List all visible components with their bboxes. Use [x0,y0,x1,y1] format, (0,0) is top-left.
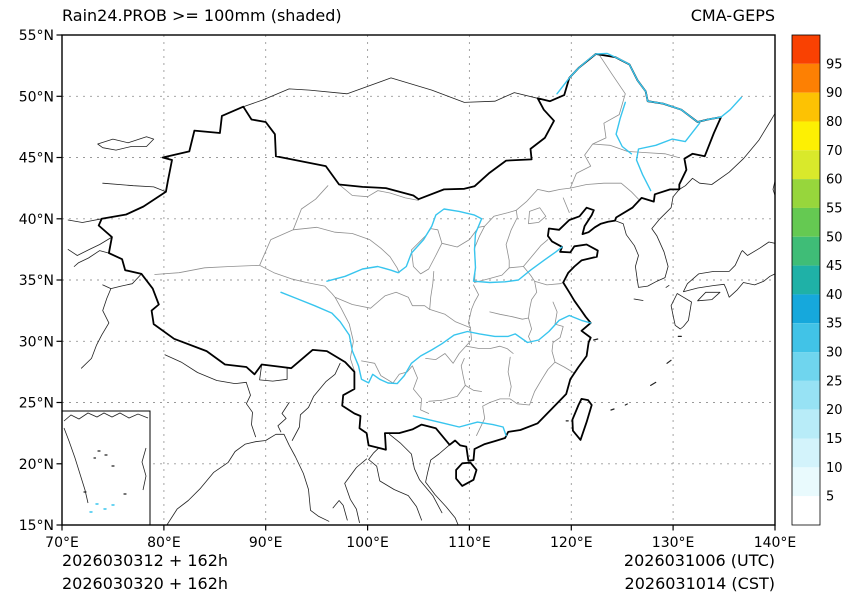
songhua-river-path [615,101,701,192]
footer: 2026030312 + 162h 2026030320 + 162h 2026… [62,551,775,593]
colorbar-label: 40 [826,288,843,303]
colorbar-segment [792,265,820,295]
map-layers [62,52,775,525]
colorbar-segment [792,294,820,324]
colorbar-label: 10 [826,461,843,476]
colorbar-label: 5 [826,490,834,505]
national-border [97,53,722,487]
colorbar-label: 70 [826,144,843,159]
y-tick-label: 35°N [19,273,54,289]
colorbar-label: 25 [826,374,843,389]
yellow-river-path [326,208,563,284]
colorbar-label: 55 [826,201,843,216]
colorbar-segment [792,35,820,64]
colorbar-segment [792,92,820,122]
y-tick-label: 20°N [19,457,54,473]
y-tick-label: 30°N [19,334,54,350]
colorbar-label: 80 [826,115,843,130]
scs-inset-frame [62,410,151,525]
colorbar-label: 20 [826,403,843,418]
china-national-border-path [97,53,722,462]
taiwan-island-path [571,398,593,441]
province-borders-northeast-path [569,55,679,200]
korea-coast-path [614,189,680,288]
x-tick-label: 90°E [249,535,283,551]
colorbar-label: 90 [826,86,843,101]
y-tick-label: 45°N [19,151,54,167]
x-tick-label: 120°E [550,535,593,551]
axis-ticks [56,34,776,531]
pearl-river-path [412,415,507,437]
hainan-island-path [455,461,478,487]
init-time-utc: 2026030312 + 162h [62,551,228,570]
small-islands-path [565,335,682,422]
colorbar-label: 30 [826,346,843,361]
colorbar-segment [792,380,820,410]
colorbar-frame [791,34,821,526]
x-tick-label: 130°E [652,535,695,551]
colorbar-segment [792,150,820,180]
y-tick-label: 55°N [19,28,54,44]
colorbar-labels: 95 90 80 70 60 55 50 45 40 35 30 25 20 1… [826,57,843,504]
x-tick-label: 80°E [147,535,181,551]
colorbar-segment [792,438,820,468]
colorbar-label: 15 [826,432,843,447]
colorbar-label: 95 [826,57,843,72]
y-tick-labels: 55°N 50°N 45°N 40°N 35°N 30°N 25°N 20°N … [19,28,54,534]
colorbar-label: 60 [826,173,843,188]
grid-lines [62,35,775,525]
central-asia-borders-path [67,136,167,369]
colorbar-segment [792,323,820,353]
colorbar-label: 35 [826,317,843,332]
y-tick-label: 15°N [19,518,54,534]
colorbar-segment [792,63,820,93]
plot-title: Rain24.PROB >= 100mm (shaded) [62,6,342,25]
colorbar-segment [792,409,820,439]
province-borders-west-path [154,184,431,372]
y-tick-label: 25°N [19,396,54,412]
valid-time-cst: 2026031014 (CST) [625,574,775,593]
colorbar-label: 50 [826,230,843,245]
indochina-borders-path [344,433,459,525]
colorbar-segment [792,207,820,237]
mongolia-russia-border-path [242,77,539,108]
colorbar-segment [792,179,820,208]
russia-coast-path [678,113,775,190]
colorbar-segment [792,467,820,497]
init-time-cst: 2026030320 + 162h [62,574,228,593]
japan-coast-path [633,180,775,330]
valid-time-utc: 2026031006 (UTC) [624,551,775,570]
colorbar-segment [792,496,820,525]
province-borders-east-path [464,239,575,436]
colorbar-segment [792,352,820,381]
x-tick-label: 70°E [45,535,79,551]
scs-inset-reefs-path [89,503,115,513]
colorbar-segment [792,121,820,151]
colorbar: 95 90 80 70 60 55 50 45 40 35 30 25 20 1… [791,34,843,526]
south-asia-borders-path [164,354,341,441]
colorbar-segment [792,236,820,266]
foreign-borders [67,77,775,525]
colorbar-label: 45 [826,259,843,274]
x-tick-label: 100°E [346,535,389,551]
scs-inset-islands-path [83,450,127,495]
yangtze-river-path [280,291,592,385]
scs-inset [62,410,151,525]
y-tick-label: 50°N [19,89,54,105]
x-tick-labels: 70°E 80°E 90°E 100°E 110°E 120°E 130°E 1… [45,535,796,551]
rivers [280,52,742,437]
y-tick-label: 40°N [19,212,54,228]
model-name: CMA-GEPS [691,6,775,25]
x-tick-label: 110°E [448,535,491,551]
bay-of-bengal-coast-path [166,433,348,525]
amur-river-path [556,52,742,123]
x-tick-label: 140°E [754,535,797,551]
